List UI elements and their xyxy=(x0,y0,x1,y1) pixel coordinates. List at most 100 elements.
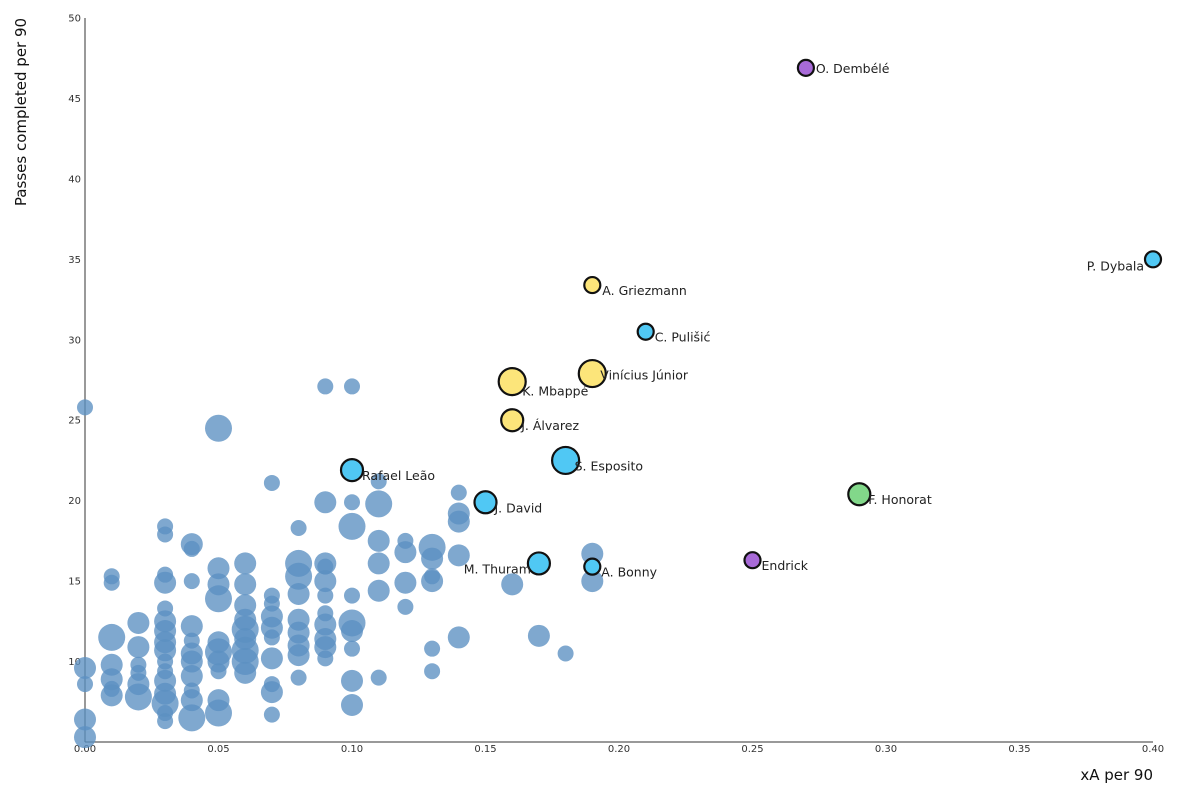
x-tick-label: 0.00 xyxy=(74,744,96,755)
highlighted-point xyxy=(577,358,607,389)
background-point xyxy=(290,669,307,686)
background-point xyxy=(338,512,366,540)
x-tick-label: 0.35 xyxy=(1008,744,1030,755)
background-point xyxy=(344,378,360,395)
background-point xyxy=(77,399,93,416)
player-label: S. Esposito xyxy=(575,458,643,473)
background-point xyxy=(447,510,470,533)
y-tick-label: 50 xyxy=(68,14,81,25)
y-ticks: 10 15 20 25 30 35 40 45 50 xyxy=(68,14,81,669)
player-label: Rafael Leão xyxy=(362,468,435,483)
background-point xyxy=(370,473,387,490)
background-point xyxy=(314,491,337,514)
player-label: Vinícius Júnior xyxy=(600,368,689,383)
highlighted-point xyxy=(583,275,602,295)
x-ticks: 0.00 0.05 0.10 0.15 0.20 0.25 0.30 0.35 0.40 xyxy=(74,744,1164,755)
background-point xyxy=(370,669,387,686)
player-label: P. Dybala xyxy=(1087,258,1144,273)
background-point xyxy=(124,683,152,711)
background-point xyxy=(98,623,126,651)
background-point xyxy=(103,574,120,591)
highlighted-point xyxy=(339,457,365,483)
background-point xyxy=(557,645,574,662)
background-point xyxy=(424,663,441,680)
background-point xyxy=(234,552,257,575)
axes xyxy=(84,18,1153,743)
background-point xyxy=(183,573,200,590)
background-point xyxy=(287,644,310,667)
background-point xyxy=(205,699,232,727)
background-point xyxy=(317,650,334,667)
background-point xyxy=(74,726,96,749)
background-point xyxy=(260,681,283,704)
x-tick-label: 0.10 xyxy=(341,744,363,755)
background-point xyxy=(341,669,363,692)
background-point xyxy=(581,570,604,593)
player-label: J. David xyxy=(494,500,543,515)
y-tick-label: 30 xyxy=(68,335,81,346)
x-tick-label: 0.25 xyxy=(741,744,763,755)
background-point xyxy=(205,585,232,613)
highlighted-point xyxy=(526,551,552,576)
background-point xyxy=(344,587,360,604)
background-point xyxy=(367,529,390,552)
background-point xyxy=(421,570,444,593)
x-tick-label: 0.05 xyxy=(207,744,229,755)
highlighted-point xyxy=(1143,250,1163,269)
y-tick-label: 35 xyxy=(68,255,81,266)
background-point xyxy=(447,544,470,567)
highlighted-point xyxy=(583,557,602,576)
background-point xyxy=(263,474,280,491)
background-point xyxy=(74,708,96,731)
highlighted-point xyxy=(847,482,872,507)
x-tick-label: 0.20 xyxy=(608,744,630,755)
player-label: M. Thuram xyxy=(464,561,531,576)
background-point xyxy=(317,587,334,604)
background-points xyxy=(74,378,604,749)
background-point xyxy=(341,619,363,642)
highlighted-labels: O. Dembélé P. Dybala A. Griezmann C. Puliši… xyxy=(362,61,1144,580)
background-point xyxy=(421,547,444,570)
background-point xyxy=(367,552,390,575)
background-point xyxy=(397,598,414,615)
background-point xyxy=(263,706,280,723)
background-point xyxy=(260,647,283,670)
highlighted-point xyxy=(473,490,498,515)
background-point xyxy=(77,676,93,693)
player-label: C. Pulišić xyxy=(655,330,711,345)
background-point xyxy=(344,640,360,657)
background-point xyxy=(501,573,524,596)
y-tick-label: 40 xyxy=(68,174,81,185)
background-point xyxy=(263,629,280,646)
background-point xyxy=(127,636,150,659)
highlighted-point xyxy=(636,322,655,341)
player-label: Endrick xyxy=(762,558,809,573)
background-point xyxy=(154,571,177,594)
background-point xyxy=(287,582,310,605)
player-label: K. Mbappé xyxy=(522,384,588,399)
player-label: A. Bonny xyxy=(601,565,657,580)
background-point xyxy=(74,656,96,679)
background-point xyxy=(527,624,550,647)
highlighted-points xyxy=(339,58,1163,576)
background-point xyxy=(450,484,467,501)
background-point xyxy=(290,520,307,537)
background-point xyxy=(127,611,150,634)
y-tick-label: 45 xyxy=(68,94,81,105)
y-axis-title: Passes completed per 90 xyxy=(12,18,30,206)
y-tick-label: 25 xyxy=(68,416,81,427)
background-point xyxy=(344,494,360,511)
y-tick-label: 10 xyxy=(68,657,81,668)
background-point xyxy=(365,490,393,518)
x-axis-title: xA per 90 xyxy=(1080,766,1153,784)
background-point xyxy=(180,615,203,638)
background-point xyxy=(207,557,230,580)
highlighted-point xyxy=(743,551,762,570)
player-label: F. Honorat xyxy=(868,492,932,507)
background-point xyxy=(317,378,334,395)
background-point xyxy=(367,579,390,602)
background-point xyxy=(317,558,334,575)
background-point xyxy=(447,626,470,649)
background-point xyxy=(100,684,123,707)
